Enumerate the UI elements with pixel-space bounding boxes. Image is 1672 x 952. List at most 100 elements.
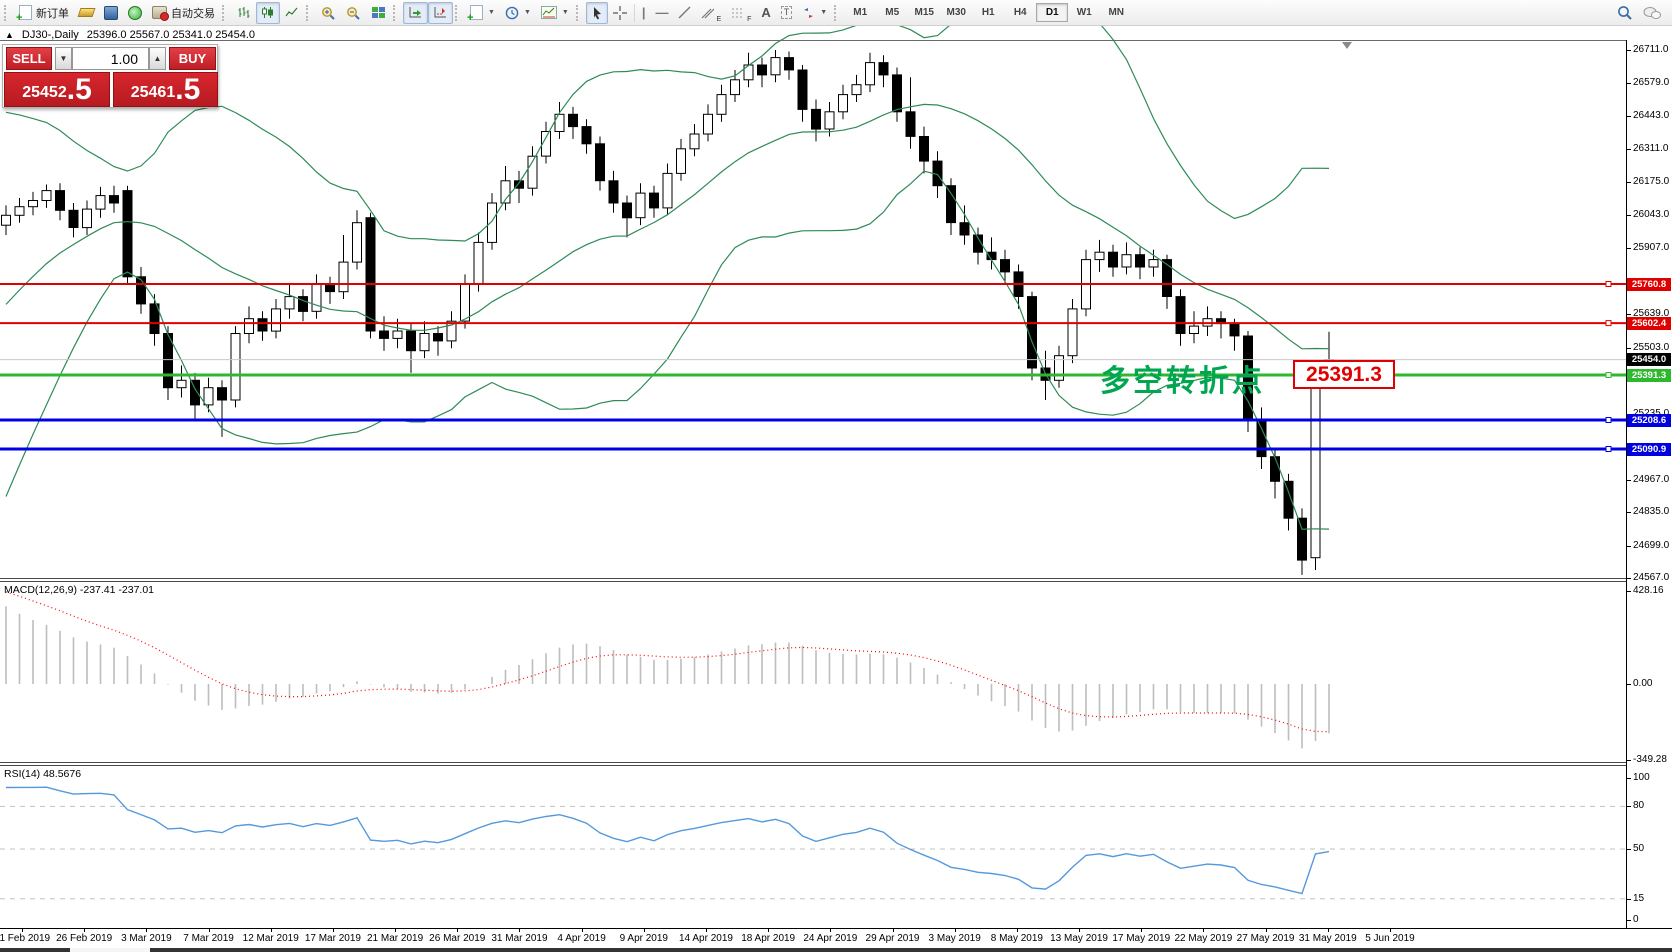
- tile-windows-button[interactable]: [366, 2, 391, 24]
- price-tick-label: 24835.0: [1633, 506, 1670, 518]
- market-watch-button[interactable]: [74, 2, 99, 24]
- axis-tick: [1627, 50, 1631, 51]
- volume-increase-button[interactable]: ▲: [149, 47, 166, 70]
- date-tick: [1203, 929, 1205, 932]
- timeframe-M1[interactable]: M1: [853, 7, 868, 18]
- level-line-handle[interactable]: [1605, 446, 1612, 452]
- macd-panel[interactable]: MACD(12,26,9) -237.41 -237.01: [0, 582, 1626, 762]
- timeframe-D1[interactable]: D1: [1036, 3, 1069, 22]
- price-axis-border: [1626, 40, 1627, 928]
- candlestick-chart: [0, 26, 1626, 575]
- chart-annotation-price-box[interactable]: 25391.3: [1293, 360, 1395, 389]
- crosshair-tool-button[interactable]: [608, 2, 632, 24]
- timeframe-M30[interactable]: M30: [946, 7, 966, 18]
- chart-annotation-text[interactable]: 多空转折点: [1100, 365, 1265, 398]
- template-icon: [540, 6, 557, 19]
- vertical-line-tool[interactable]: |: [637, 2, 651, 24]
- horizontal-line-tool[interactable]: —: [650, 2, 673, 24]
- arrows-icon: [804, 7, 814, 18]
- toolbar-grip[interactable]: [4, 4, 10, 21]
- chat-icon: [1643, 6, 1661, 19]
- bar-chart-button[interactable]: [232, 2, 256, 24]
- date-label: 13 May 2019: [1050, 933, 1108, 944]
- rsi-axis-label: 100: [1633, 772, 1650, 783]
- trendline-tool[interactable]: [673, 2, 696, 24]
- fibonacci-tool[interactable]: F: [726, 2, 756, 24]
- current-price-badge: 25454.0: [1627, 353, 1671, 367]
- toolbar-grip[interactable]: [306, 4, 312, 21]
- zoom-in-button[interactable]: [316, 2, 341, 24]
- chart-shift-marker[interactable]: [1342, 42, 1352, 49]
- zoom-out-button[interactable]: [341, 2, 366, 24]
- cursor-tool-button[interactable]: [585, 1, 608, 24]
- level-line-handle[interactable]: [1605, 320, 1612, 327]
- timeframe-W1[interactable]: W1: [1076, 7, 1092, 18]
- chevron-down-icon: ▼: [488, 9, 495, 16]
- chart-shift-button[interactable]: [428, 1, 453, 24]
- text-tool[interactable]: A: [756, 2, 775, 24]
- one-click-panel-toggle[interactable]: ▲: [5, 30, 14, 40]
- axis-tick: [1627, 578, 1631, 580]
- main-chart-panel[interactable]: ▲ DJ30-,Daily 25396.0 25567.0 25341.0 25…: [0, 26, 1626, 578]
- chat-button[interactable]: [1638, 2, 1666, 24]
- channel-tool[interactable]: E: [696, 2, 726, 24]
- timeframe-MN[interactable]: MN: [1108, 7, 1125, 18]
- date-tick: [84, 929, 86, 932]
- timeframe-M15[interactable]: M15: [914, 7, 934, 18]
- date-label: 12 Mar 2019: [242, 933, 299, 944]
- sell-button[interactable]: SELL: [6, 47, 52, 70]
- date-label: 21 Mar 2019: [367, 933, 424, 944]
- toolbar-grip[interactable]: [393, 4, 399, 21]
- fibonacci-icon: [732, 8, 745, 17]
- crosshair-icon: [612, 5, 627, 20]
- indicators-button[interactable]: + ▼: [465, 2, 500, 24]
- candlestick-chart-button[interactable]: [256, 1, 280, 24]
- price-tick-label: 26043.0: [1633, 208, 1670, 220]
- level-line-handle[interactable]: [1605, 372, 1612, 378]
- text-label-tool[interactable]: T: [776, 2, 798, 24]
- volume-input[interactable]: [72, 47, 149, 70]
- profile-chart-icon: [104, 5, 118, 20]
- timeframe-H1[interactable]: H1: [981, 7, 995, 18]
- toolbar-grip[interactable]: [455, 4, 461, 21]
- volume-decrease-button[interactable]: ▼: [55, 47, 72, 70]
- arrows-tool[interactable]: ▼: [797, 2, 832, 24]
- new-order-button[interactable]: + 新订单: [14, 2, 74, 24]
- timeframe-H4[interactable]: H4: [1013, 7, 1027, 18]
- buy-price-display[interactable]: 25461 .5: [113, 72, 218, 107]
- axis-tick: [1627, 512, 1631, 514]
- buy-button[interactable]: BUY: [169, 47, 216, 70]
- level-price-badge: 25760.8: [1627, 277, 1671, 291]
- search-button[interactable]: [1612, 2, 1638, 24]
- line-chart-button[interactable]: [280, 2, 304, 24]
- toolbar-grip[interactable]: [575, 4, 582, 21]
- auto-trading-button[interactable]: 自动交易: [147, 2, 220, 24]
- date-axis[interactable]: 21 Feb 2019 26 Feb 2019 3 Mar 2019 7 Mar 20…: [0, 928, 1672, 948]
- level-price-badge: 25602.4: [1627, 316, 1671, 330]
- rsi-panel[interactable]: RSI(14) 48.5676: [0, 766, 1626, 928]
- sell-price-display[interactable]: 25452 .5: [4, 72, 110, 107]
- rsi-axis-label: 15: [1633, 892, 1645, 904]
- auto-scroll-button[interactable]: [403, 1, 428, 24]
- toolbar-grip[interactable]: [222, 4, 228, 21]
- timeframe-M5[interactable]: M5: [885, 7, 900, 18]
- data-window-button[interactable]: [99, 2, 123, 24]
- bollinger-band: [5, 103, 1330, 350]
- line-chart-icon: [285, 7, 298, 17]
- panel-splitter[interactable]: [0, 762, 1672, 766]
- date-label: 7 Mar 2019: [183, 933, 234, 944]
- signals-button[interactable]: [123, 2, 147, 24]
- periods-button[interactable]: ▼: [500, 2, 536, 24]
- toolbar-grip[interactable]: [834, 4, 840, 21]
- axis-tick: [1627, 545, 1631, 547]
- level-line-handle[interactable]: [1605, 281, 1612, 287]
- horizontal-line-icon: —: [655, 5, 669, 20]
- templates-button[interactable]: ▼: [536, 2, 574, 24]
- rsi-chart: [0, 786, 1626, 900]
- level-line-handle[interactable]: [1605, 417, 1612, 423]
- price-axis[interactable]: 26711.0 26579.0 26443.0 26311.0 26175.0 26043…: [1627, 40, 1672, 928]
- panel-splitter[interactable]: [0, 578, 1672, 582]
- price-tick-label: 24567.0: [1633, 572, 1670, 584]
- bottom-strip: [0, 948, 1672, 952]
- date-tick: [457, 929, 459, 932]
